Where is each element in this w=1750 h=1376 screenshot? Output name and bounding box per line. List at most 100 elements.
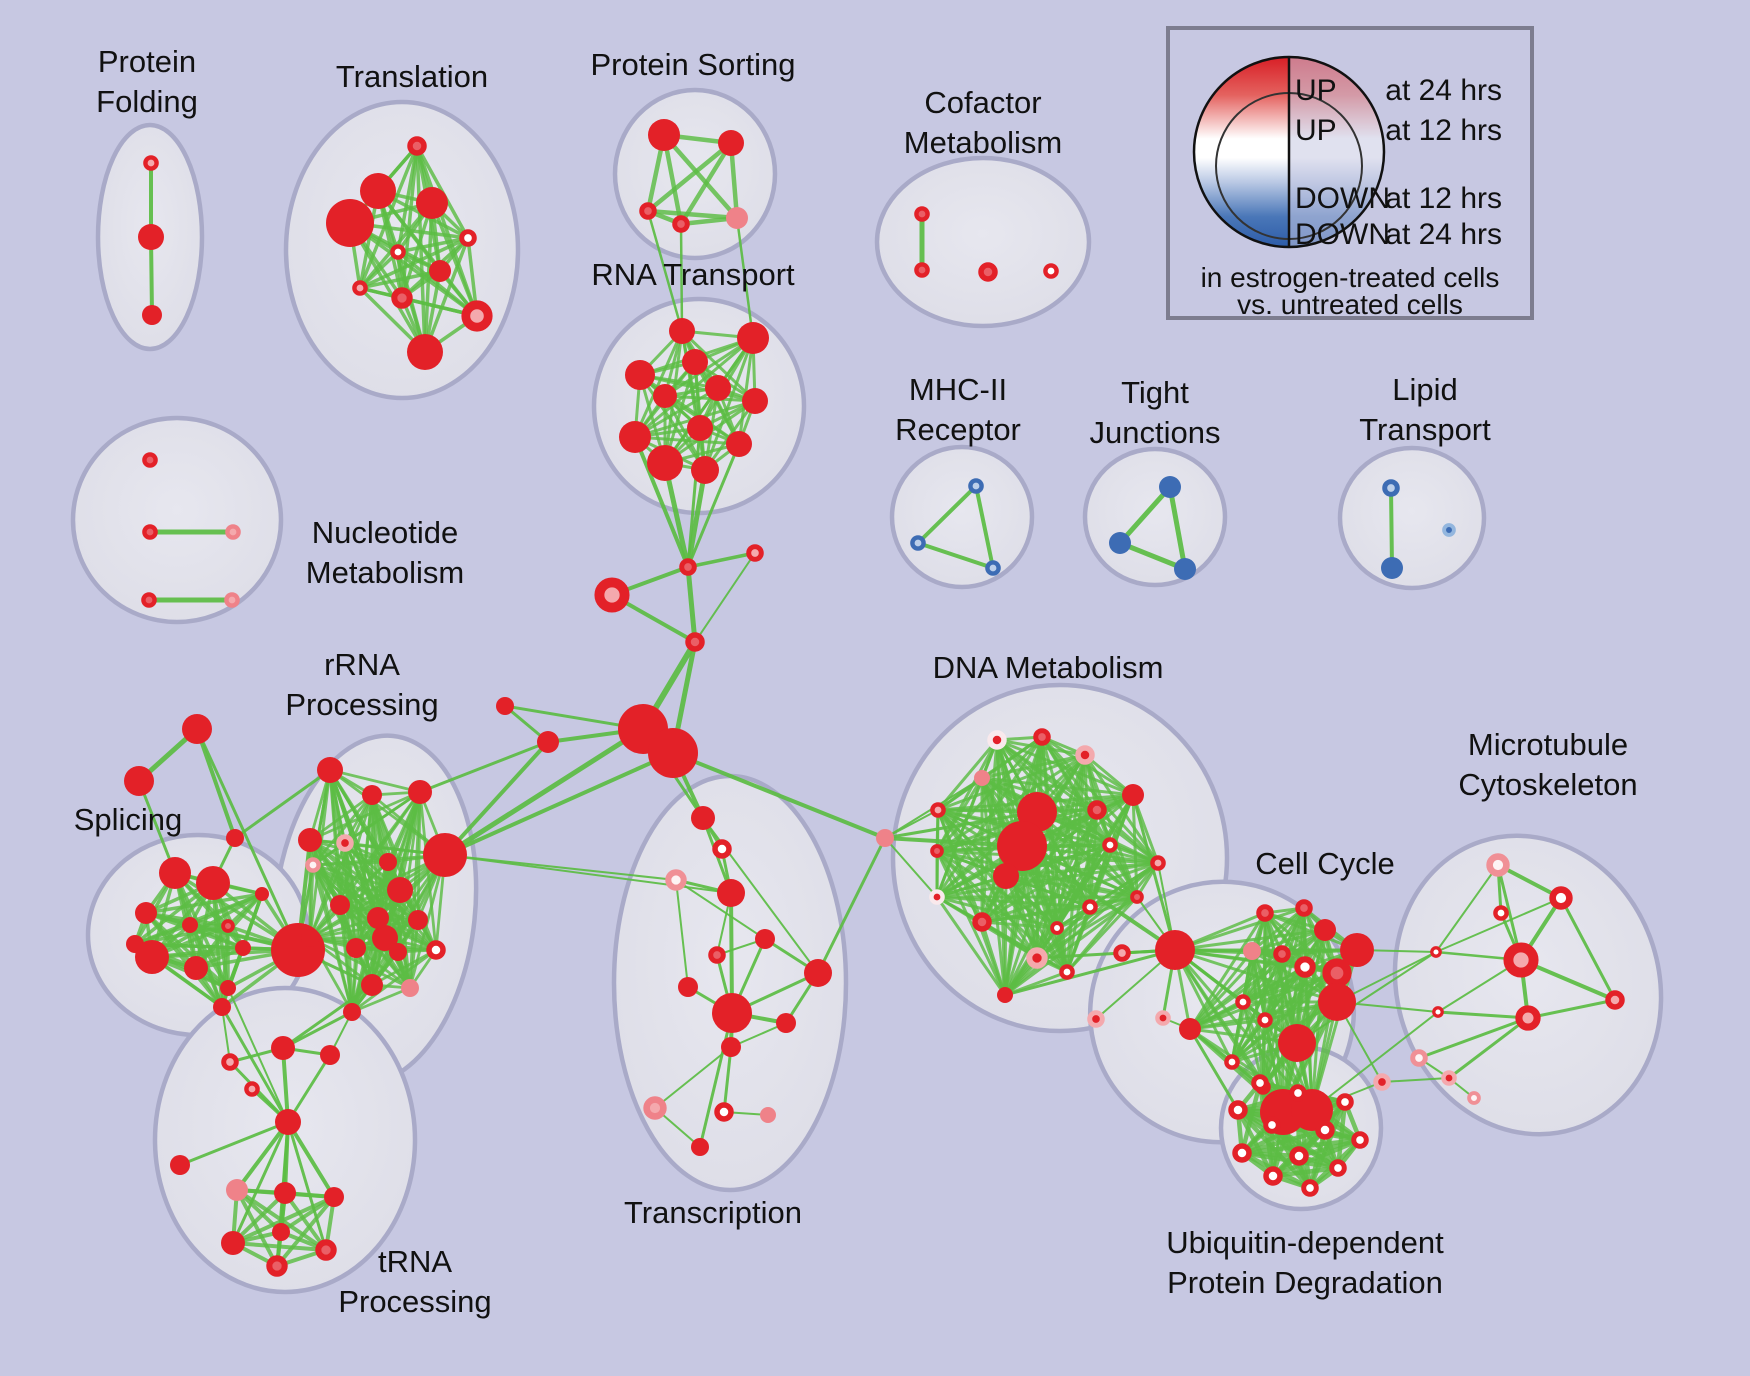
network-edge — [1389, 486, 1394, 570]
gene-node-nm2 — [225, 524, 241, 540]
gene-node-sp12 — [213, 998, 231, 1016]
gene-node-cy11 — [1295, 899, 1313, 917]
gene-node-sp4 — [221, 919, 235, 933]
gene-node-rr12 — [408, 910, 428, 930]
gene-node-ps0 — [648, 119, 680, 151]
gene-node-sp0 — [159, 857, 191, 889]
network-edge — [1381, 1077, 1450, 1083]
gene-node-tr1 — [360, 173, 396, 209]
network-edge — [281, 1010, 354, 1050]
gene-node-tj0 — [1159, 476, 1181, 498]
network-edge — [633, 386, 720, 439]
network-edge — [1167, 484, 1188, 572]
network-edge — [286, 1120, 336, 1199]
gene-node-sp11 — [220, 980, 236, 996]
network-edge — [220, 1005, 290, 1124]
cluster-label-nucleotide-metabolism: Nucleotide — [312, 515, 458, 550]
network-edge — [443, 740, 550, 857]
gene-node-st2 — [226, 829, 244, 847]
network-edge — [980, 861, 1160, 924]
gene-node-rt8 — [687, 415, 713, 441]
network-edge — [1003, 808, 1099, 997]
gene-node-rr5 — [305, 857, 321, 873]
network-edge — [308, 888, 402, 940]
gene-node-cy0 — [1155, 930, 1195, 970]
network-edge — [916, 484, 978, 545]
network-edge — [1004, 874, 1092, 909]
gene-node-ts4 — [755, 929, 775, 949]
cluster-label-microtubule-cytoskeleton: Microtubule — [1468, 727, 1628, 762]
cluster-label-mhc-ii-receptor: Receptor — [895, 412, 1021, 447]
gene-node-ub3 — [1228, 1100, 1248, 1120]
network-edge — [1035, 895, 1139, 960]
gene-node-rr11 — [367, 907, 389, 929]
gene-node-tn10 — [271, 1036, 295, 1060]
cluster-label-cofactor-metabolism: Metabolism — [904, 125, 1063, 160]
network-edge — [1003, 948, 1177, 997]
network-edge — [408, 790, 422, 990]
cluster-ellipse-microtubule-cytoskeleton — [1392, 833, 1664, 1137]
gene-node-ts3 — [717, 879, 745, 907]
gene-node-st1 — [124, 766, 154, 796]
gene-node-dm19 — [1026, 947, 1048, 969]
legend-caption-line: in estrogen-treated cells — [1201, 262, 1500, 293]
gene-node-rt3 — [682, 349, 708, 375]
network-edge — [1496, 863, 1563, 900]
network-edge — [1230, 1000, 1245, 1064]
gene-node-ts13 — [760, 1107, 776, 1123]
cluster-label-trna-processing: tRNA — [378, 1244, 452, 1279]
network-edge — [1055, 895, 1139, 930]
network-edge — [235, 1120, 290, 1192]
gene-node-ts8 — [712, 993, 752, 1033]
gene-node-cy2 — [1155, 1010, 1171, 1026]
gene-node-dm0 — [876, 829, 894, 847]
gene-node-ts12 — [714, 1102, 734, 1122]
gene-node-cf2 — [978, 262, 998, 282]
network-edge — [1188, 1027, 1240, 1112]
gene-node-ts6 — [708, 946, 726, 964]
gene-node-ub5 — [1351, 1131, 1369, 1149]
network-edge — [678, 140, 734, 227]
network-edge — [1296, 951, 1437, 1044]
network-edge — [275, 1195, 336, 1268]
network-edge — [729, 891, 734, 1015]
gene-node-mh2 — [985, 560, 1001, 576]
gene-node-rr0 — [317, 757, 343, 783]
gene-node-dm3 — [1075, 745, 1095, 765]
network-edge — [1173, 906, 1306, 952]
network-edge — [980, 905, 1092, 924]
gene-node-tr3 — [416, 187, 448, 219]
gene-node-dm14 — [1130, 890, 1144, 904]
network-edge — [1417, 1016, 1530, 1060]
gene-node-tn2 — [226, 1179, 248, 1201]
cluster-label-splicing: Splicing — [74, 802, 183, 837]
network-edge — [1230, 906, 1306, 1064]
gene-node-tn7 — [266, 1255, 288, 1277]
gene-node-dm4 — [974, 770, 990, 786]
gene-node-cc6 — [537, 731, 559, 753]
gene-node-cy8 — [1322, 958, 1352, 988]
network-edge — [1131, 793, 1177, 952]
gene-node-rt10 — [647, 445, 683, 481]
network-edge — [645, 208, 740, 221]
cluster-label-translation: Translation — [336, 59, 488, 94]
gene-node-rr3 — [298, 828, 322, 852]
network-edge — [308, 863, 315, 940]
cluster-label-rna-transport: RNA Transport — [591, 257, 795, 292]
gene-node-cy15 — [1224, 1054, 1240, 1070]
gene-node-rt11 — [691, 456, 719, 484]
gene-node-mt0 — [1486, 853, 1510, 877]
cluster-label-microtubule-cytoskeleton: Cytoskeleton — [1458, 767, 1637, 802]
gene-node-tr6 — [429, 260, 451, 282]
network-edge — [974, 484, 995, 570]
network-edge — [231, 1120, 290, 1245]
network-edge — [350, 986, 412, 1014]
network-edge — [1108, 843, 1139, 899]
gene-node-cf1 — [914, 262, 930, 278]
gene-node-tn8 — [272, 1223, 290, 1241]
network-edge — [350, 948, 438, 1014]
gene-node-lt2 — [1442, 523, 1456, 537]
gene-node-dm10 — [997, 821, 1047, 871]
gene-node-mh0 — [968, 478, 984, 494]
gene-node-pf1 — [138, 224, 164, 250]
